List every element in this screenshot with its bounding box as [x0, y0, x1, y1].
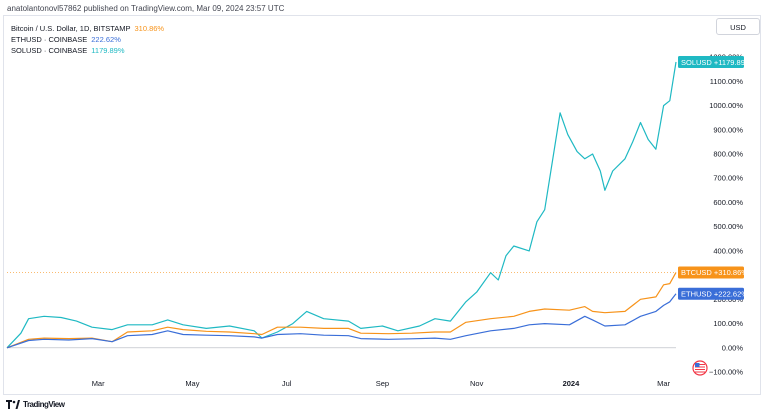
series-line-ethusd[interactable]: [6, 293, 677, 349]
legend-row-btc[interactable]: Bitcoin / U.S. Dollar, 1D, BITSTAMP 310.8…: [11, 23, 164, 34]
price-tag-label-btcusd: BTCUSD +310.86%: [681, 268, 748, 277]
tradingview-brand: TradingView: [23, 400, 65, 409]
y-tick-label: 800.00%: [713, 150, 743, 159]
y-tick-label: 700.00%: [713, 174, 743, 183]
footer: TradingView: [6, 400, 65, 409]
x-tick-label: Jul: [282, 379, 292, 388]
y-tick-label: 0.00%: [722, 343, 744, 352]
y-tick-label: 400.00%: [713, 246, 743, 255]
price-tag-label-solusd: SOLUSD +1179.89%: [681, 58, 752, 67]
legend-name-sol: SOLUSD · COINBASE: [11, 46, 88, 55]
y-tick-label: 1100.00%: [710, 77, 744, 86]
currency-selector[interactable]: USD: [716, 18, 760, 35]
y-tick-label: −100.00%: [709, 368, 743, 377]
legend-name-eth: ETHUSD · COINBASE: [11, 35, 88, 44]
x-tick-label: Nov: [470, 379, 484, 388]
price-tag-ethusd: [678, 287, 744, 300]
x-tick-label: Mar: [92, 379, 105, 388]
series-line-solusd[interactable]: [6, 61, 677, 349]
chart-legend: Bitcoin / U.S. Dollar, 1D, BITSTAMP 310.8…: [11, 23, 164, 56]
x-tick-label: Sep: [376, 379, 389, 388]
tradingview-logo-icon: [6, 400, 20, 409]
y-tick-label: 100.00%: [713, 319, 743, 328]
y-tick-label: 900.00%: [713, 125, 743, 134]
price-tag-btcusd: [678, 266, 744, 279]
legend-row-sol[interactable]: SOLUSD · COINBASE 1179.89%: [11, 45, 164, 56]
legend-name-btc: Bitcoin / U.S. Dollar, 1D, BITSTAMP: [11, 24, 131, 33]
us-flag-icon[interactable]: [692, 360, 708, 376]
price-tag-solusd: [678, 55, 744, 68]
legend-value-sol: 1179.89%: [91, 46, 125, 55]
x-tick-label: 2024: [563, 379, 581, 388]
legend-row-eth[interactable]: ETHUSD · COINBASE 222.62%: [11, 34, 164, 45]
publish-info: anatolantonovl57862 published on Trading…: [7, 4, 285, 13]
series-line-btcusd[interactable]: [6, 272, 677, 349]
chart-frame: [3, 15, 761, 395]
y-tick-label: 600.00%: [713, 198, 743, 207]
x-tick-label: May: [185, 379, 199, 388]
x-tick-label: Mar: [657, 379, 670, 388]
y-tick-label: 1000.00%: [709, 101, 743, 110]
price-tag-label-ethusd: ETHUSD +222.62%: [681, 290, 748, 299]
y-tick-label: 500.00%: [713, 222, 743, 231]
legend-value-eth: 222.62%: [91, 35, 121, 44]
legend-value-btc: 310.86%: [134, 24, 165, 33]
